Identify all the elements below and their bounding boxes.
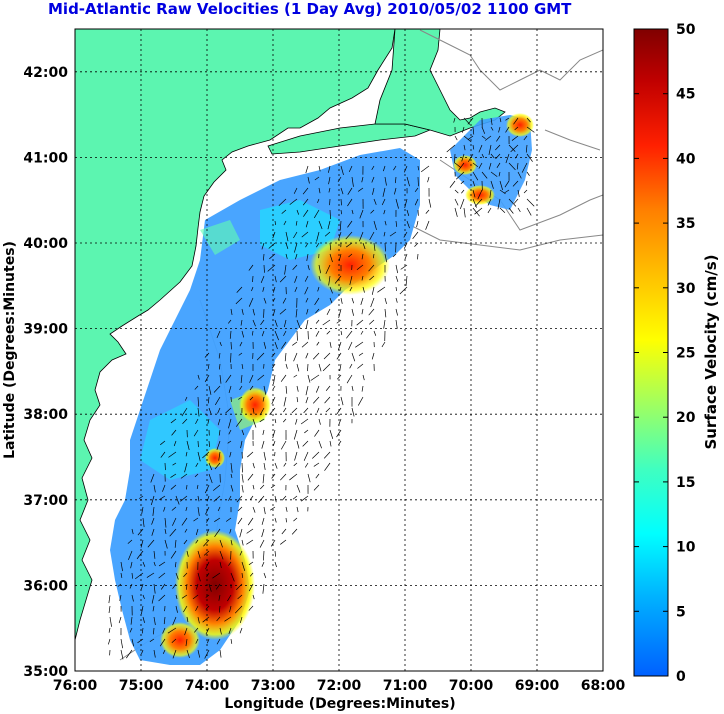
velocity-arrows — [107, 117, 535, 660]
colorbar-tick-label: 35 — [676, 216, 695, 232]
land-mass — [75, 29, 396, 641]
colorbar-tick-label: 45 — [676, 87, 695, 103]
x-tick-label: 68:00 — [581, 678, 626, 694]
colorbar-tick-label: 25 — [676, 346, 695, 362]
y-tick-label: 36:00 — [23, 578, 68, 594]
y-axis-label: Latitude (Degrees:Minutes) — [2, 241, 18, 459]
x-tick-label: 73:00 — [251, 678, 296, 694]
colorbar-ticks: 0 5 10 15 20 25 30 35 40 45 50 — [634, 22, 696, 685]
colorbar-tick-label: 30 — [676, 281, 696, 297]
x-tick-label: 69:00 — [515, 678, 560, 694]
y-tick-label: 38:00 — [23, 407, 68, 423]
x-axis-label: Longitude (Degrees:Minutes) — [224, 696, 455, 712]
y-tick-label: 42:00 — [23, 65, 68, 81]
colorbar-tick-label: 50 — [676, 22, 696, 38]
y-tick-label: 40:00 — [23, 236, 68, 252]
y-tick-label: 35:00 — [23, 664, 68, 680]
colorbar-tick-label: 15 — [676, 475, 695, 491]
y-tick-label: 37:00 — [23, 493, 68, 509]
x-tick-labels: 76:00 75:00 74:00 73:00 72:00 71:00 70:00 69:00… — [53, 678, 626, 694]
new-england-coast — [374, 29, 506, 137]
y-tick-label: 39:00 — [23, 322, 68, 338]
colorbar-label: Surface Velocity (cm/s) — [702, 254, 720, 449]
colorbar-tick-label: 40 — [676, 151, 696, 167]
x-tick-label: 76:00 — [53, 678, 98, 694]
plot-frame — [74, 28, 604, 672]
y-tick-label: 41:00 — [23, 150, 68, 166]
colorbar-tick-label: 0 — [676, 669, 686, 685]
colorbar — [633, 28, 669, 677]
colorbar-tick-label: 5 — [676, 604, 686, 620]
y-tick-labels: 35:00 36:00 37:00 38:00 39:00 40:00 41:00 42:00 — [23, 65, 68, 680]
map-title: Mid-Atlantic Raw Velocities (1 Day Avg) … — [48, 0, 572, 18]
grid-lines — [75, 29, 603, 671]
long-island — [267, 123, 432, 155]
velocity-field-northeast — [450, 115, 532, 210]
x-tick-label: 72:00 — [317, 678, 362, 694]
colorbar-tick-label: 10 — [676, 540, 696, 556]
colorbar-tick-label: 20 — [676, 410, 696, 426]
x-tick-label: 74:00 — [185, 678, 230, 694]
x-tick-label: 70:00 — [449, 678, 494, 694]
x-tick-label: 71:00 — [383, 678, 428, 694]
x-tick-label: 75:00 — [119, 678, 164, 694]
